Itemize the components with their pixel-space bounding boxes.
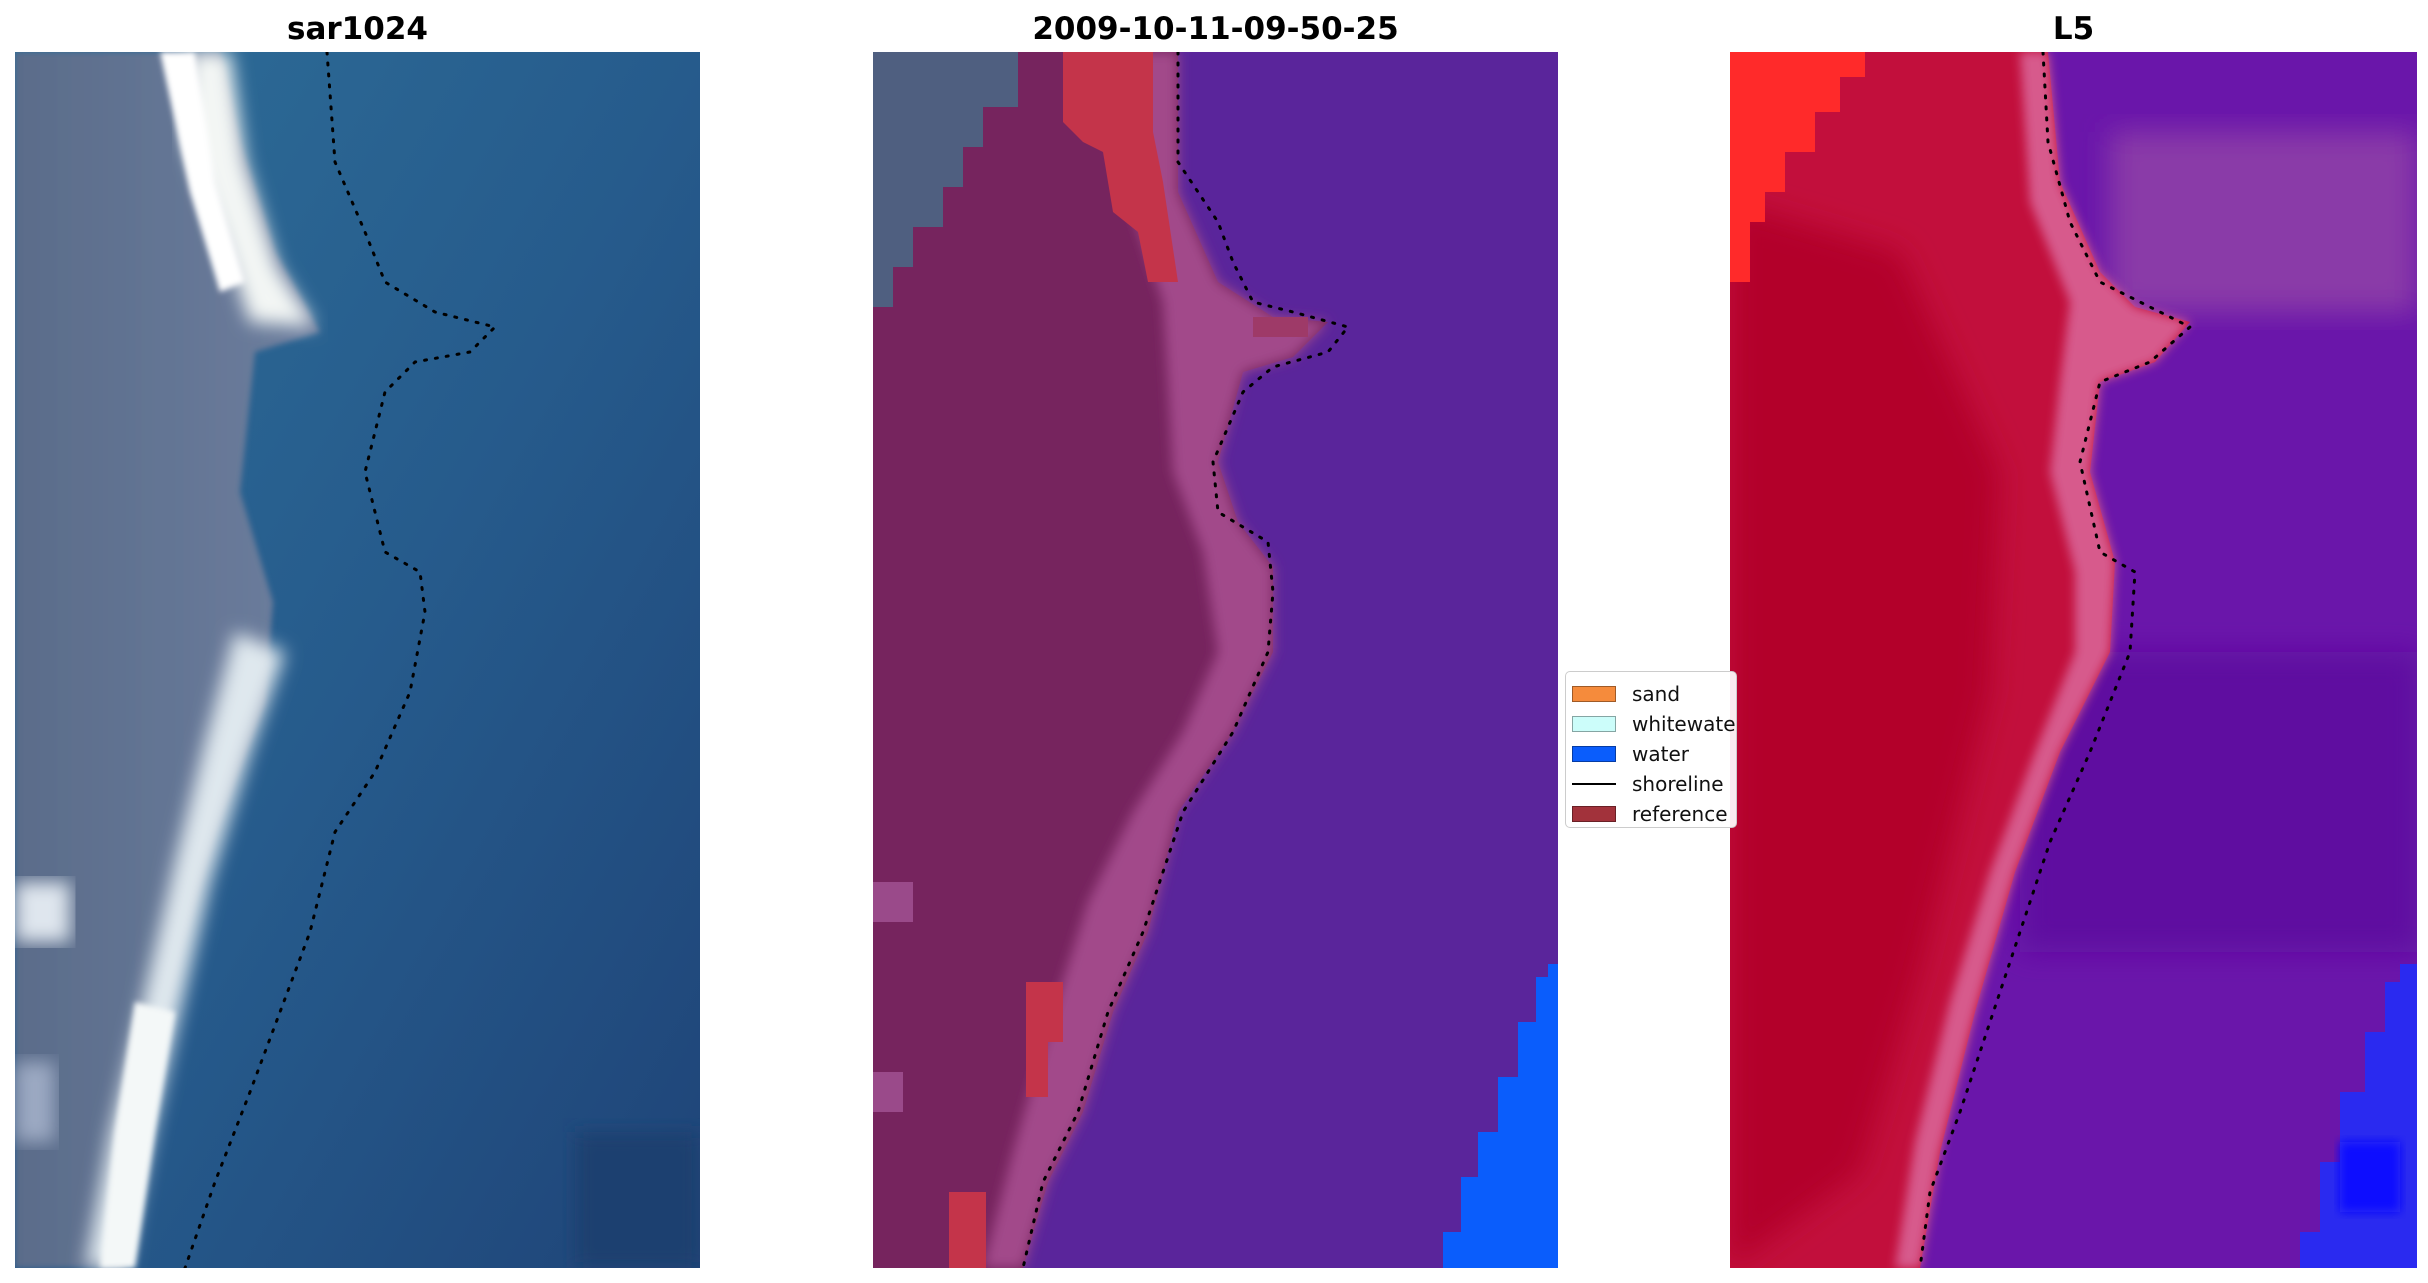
reference-swatch — [1572, 806, 1616, 822]
l5-heatmap-panel — [1730, 52, 2417, 1268]
classified-image — [873, 52, 1558, 1268]
panel-title-l5: L5 — [2052, 11, 2095, 47]
legend-label-reference: reference — [1632, 802, 1728, 826]
sand-swatch — [1572, 686, 1616, 702]
rgb-image — [15, 52, 700, 1268]
legend-label-shoreline: shoreline — [1632, 772, 1724, 796]
legend-label-whitewater: whitewater — [1632, 712, 1737, 736]
legend-item-water: water — [1572, 740, 1689, 768]
legend-label-water: water — [1632, 742, 1689, 766]
water-swatch — [1572, 746, 1616, 762]
panel-title-sar1024: sar1024 — [287, 11, 428, 47]
legend-item-shoreline: shoreline — [1572, 770, 1724, 798]
legend-item-sand: sand — [1572, 680, 1680, 708]
shoreline-line-swatch — [1572, 783, 1616, 785]
legend-item-reference: reference — [1572, 800, 1728, 827]
legend-label-sand: sand — [1632, 682, 1681, 706]
rgb-image-panel — [15, 52, 700, 1268]
classified-image-panel — [873, 52, 1558, 1268]
shoreline-trace — [1021, 52, 1351, 1268]
shoreline-trace — [183, 52, 498, 1268]
legend-item-whitewater: whitewater — [1572, 710, 1737, 738]
whitewater-swatch — [1572, 716, 1616, 732]
l5-heatmap — [1730, 52, 2417, 1268]
legend: sand whitewater water shoreline referenc… — [1565, 671, 1737, 828]
panel-title-date: 2009-10-11-09-50-25 — [1032, 11, 1399, 47]
